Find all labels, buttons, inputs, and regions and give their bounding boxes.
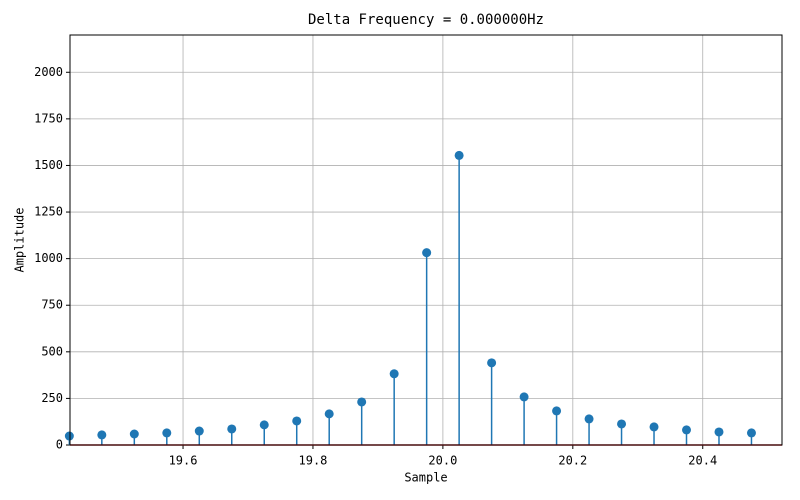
stem-marker [422, 248, 432, 258]
stem-marker [227, 424, 237, 434]
y-tick-label: 500 [41, 344, 63, 358]
x-tick-label: 19.6 [169, 454, 198, 468]
stem-marker [357, 397, 367, 407]
stem-marker [682, 425, 692, 435]
stem-marker [454, 150, 464, 160]
x-tick-label: 19.8 [299, 454, 328, 468]
stem-marker [162, 428, 172, 438]
y-tick-label: 1250 [34, 205, 63, 219]
y-tick-label: 250 [41, 391, 63, 405]
stem-marker [584, 414, 594, 424]
y-tick-label: 0 [56, 438, 63, 452]
y-axis-label: Amplitude [13, 207, 27, 272]
stem-marker [617, 419, 627, 429]
y-tick-label: 1000 [34, 251, 63, 265]
x-tick-label: 20.0 [428, 454, 457, 468]
stem-marker [389, 369, 399, 379]
stem-marker [746, 428, 756, 438]
x-tick-label: 20.4 [688, 454, 717, 468]
x-tick-label: 20.2 [558, 454, 587, 468]
chart-title: Delta Frequency = 0.000000Hz [308, 12, 544, 28]
y-tick-label: 750 [41, 298, 63, 312]
stem-marker [552, 406, 562, 416]
stem-marker [714, 427, 724, 437]
stem-marker [129, 429, 139, 439]
stem-marker [324, 409, 334, 419]
stem-marker [519, 392, 529, 402]
stem-marker [64, 431, 74, 441]
stem-marker [487, 358, 497, 368]
stem-marker [649, 422, 659, 432]
stem-marker [97, 430, 107, 440]
y-tick-label: 1500 [34, 158, 63, 172]
stem-marker [259, 420, 269, 430]
plot-frame [69, 34, 783, 446]
x-axis-label: Sample [404, 471, 447, 485]
y-tick-label: 2000 [34, 65, 63, 79]
stem-marker [194, 426, 204, 436]
y-tick-label: 1750 [34, 111, 63, 125]
stem-marker [292, 416, 302, 426]
